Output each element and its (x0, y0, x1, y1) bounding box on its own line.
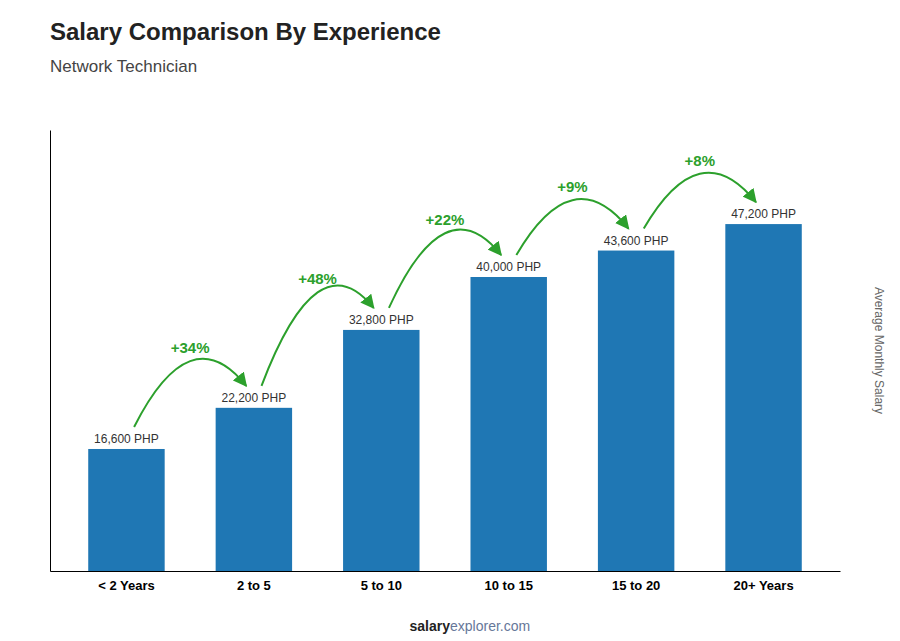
annotation-label: +22% (426, 211, 465, 228)
x-tick: 2 to 5 (237, 571, 271, 593)
annotation-arrow (516, 199, 628, 255)
x-tick-label: < 2 Years (98, 578, 155, 593)
subtitle: Network Technician (50, 57, 197, 76)
annotation-label: +34% (171, 339, 210, 356)
bar (216, 408, 292, 571)
title: Salary Comparison By Experience (50, 18, 441, 45)
footer: salary (410, 618, 451, 634)
bar (470, 277, 546, 571)
x-axis-line (51, 571, 841, 572)
x-axis: < 2 Years 2 to 5 5 to 10 10 to 15 15 to 20 20… (51, 571, 841, 593)
annotation-arrow (389, 230, 501, 308)
y-axis-line (50, 131, 51, 572)
x-tick: 20+ Years (733, 571, 793, 593)
data-label: 40,000 PHP (476, 260, 541, 274)
x-tick: < 2 Years (98, 571, 155, 593)
annotation-label: +8% (685, 152, 715, 169)
annotation-arrow (134, 359, 246, 427)
annotation-arrow (644, 173, 756, 229)
x-tick-label: 2 to 5 (237, 578, 271, 593)
bar (725, 224, 801, 571)
y-axis (50, 131, 51, 572)
x-tick-label: 10 to 15 (484, 578, 532, 593)
bar (598, 251, 674, 571)
annotation-arrow (262, 285, 374, 385)
bar (88, 449, 164, 571)
data-labels: 16,600 PHP 22,200 PHP 32,800 PHP 40,000 PHP… (94, 207, 796, 446)
x-tick: 15 to 20 (612, 571, 660, 593)
data-label: 47,200 PHP (731, 207, 796, 221)
chart: Salary Comparison By Experience Network T… (0, 0, 900, 641)
annotation-label: +9% (557, 178, 587, 195)
bar (343, 330, 419, 571)
bars (88, 224, 802, 571)
annotations: +34% +48% +22% +9% +8% (134, 152, 756, 427)
x-tick: 5 to 10 (361, 571, 402, 593)
footer: explorer.com (450, 618, 530, 634)
data-label: 16,600 PHP (94, 432, 159, 446)
x-tick-label: 5 to 10 (361, 578, 402, 593)
data-label: 22,200 PHP (222, 391, 287, 405)
x-tick-label: 20+ Years (733, 578, 793, 593)
x-tick: 10 to 15 (484, 571, 532, 593)
annotation-label: +48% (298, 270, 337, 287)
x-tick-label: 15 to 20 (612, 578, 660, 593)
plot: < 2 Years 2 to 5 5 to 10 10 to 15 15 to 20 20… (51, 131, 841, 594)
data-label: 43,600 PHP (604, 234, 669, 248)
data-label: 32,800 PHP (349, 313, 414, 327)
y-axis-title: Average Monthly Salary (872, 287, 886, 414)
